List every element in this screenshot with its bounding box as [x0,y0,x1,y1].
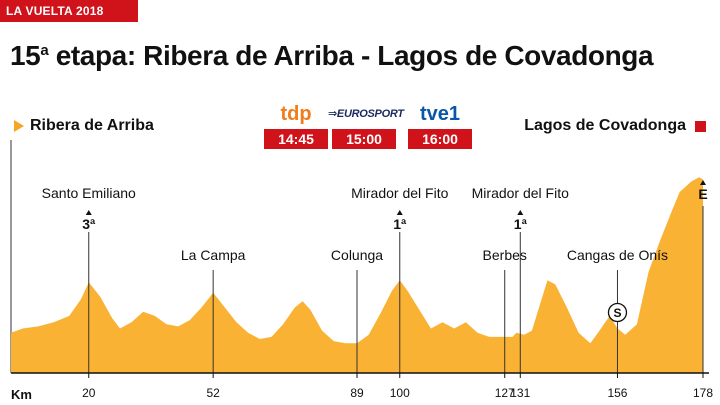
x-tick-label: 52 [206,386,220,400]
stage-title: 15a etapa: Ribera de Arriba - Lagos de C… [10,40,654,72]
climb-category: 1ª [393,216,407,232]
climb-triangle-icon [85,210,92,215]
broadcast-time: 14:45 [264,129,328,149]
broadcast-tve1: tve1 16:00 [408,103,472,149]
place-labels-group: Santo Emiliano 3ª La Campa Colunga Mirador d… [42,180,708,323]
climb-category: 1ª [514,216,528,232]
broadcast-eurosport: ⇒EUROSPORT 15:00 [328,103,404,149]
start-name: Ribera de Arriba [30,117,154,134]
place-name: Mirador del Fito [472,185,569,201]
climb-triangle-icon [517,210,524,215]
stage-ordinal: a [40,42,49,59]
broadcast-tdp: tdp 14:45 [264,103,328,149]
eurosport-logo-text: EUROSPORT [336,108,404,120]
climb-category: 3ª [82,216,96,232]
race-badge: LA VUELTA 2018 [0,0,138,22]
broadcast-time: 16:00 [408,129,472,149]
start-label: Ribera de Arriba [14,117,154,135]
climb-category: E [698,186,707,202]
x-tick-label: 178 [693,386,713,400]
x-tick-label: 156 [607,386,627,400]
finish-square-icon [695,120,706,132]
stage-number: 15 [10,40,41,71]
tdp-logo-icon: tdp [280,103,312,125]
tve1-logo-icon: tve1 [419,103,461,125]
x-tick-label: 100 [390,386,410,400]
place-name: La Campa [181,247,246,263]
climb-triangle-icon [396,210,403,215]
place-name: Colunga [331,247,383,263]
place-name: Mirador del Fito [351,185,448,201]
broadcast-time: 15:00 [332,129,396,149]
stage-title-text: etapa: Ribera de Arriba - Lagos de Covad… [55,40,654,71]
x-axis-label: Km [11,387,32,402]
climb-triangle-icon [700,180,706,185]
sprint-marker-label: S [613,306,621,320]
profile-area [11,177,703,360]
finish-name: Lagos de Covadonga [524,117,686,134]
x-tick-label: 89 [350,386,364,400]
place-name: Berbes [483,247,527,263]
place-name: Santo Emiliano [42,185,136,201]
start-triangle-icon [14,120,24,132]
x-tick-label: 127 [495,386,515,400]
x-tick-label: 20 [82,386,96,400]
x-tick-label: 131 [510,386,530,400]
finish-label: Lagos de Covadonga [524,117,706,135]
sprint-marker-icon [607,302,628,323]
place-name: Cangas de Onís [567,247,668,263]
eurosport-logo-icon: ⇒EUROSPORT [328,108,404,120]
